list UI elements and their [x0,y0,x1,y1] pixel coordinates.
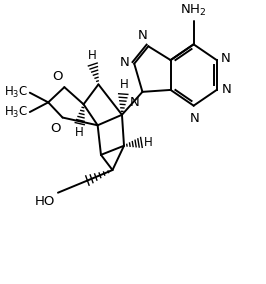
Text: O: O [50,122,61,135]
Text: H: H [144,136,153,149]
Text: H: H [88,49,96,62]
Text: N: N [221,83,231,97]
Text: N: N [119,56,129,69]
Text: N: N [137,30,147,42]
Text: N: N [221,52,230,65]
Text: H: H [75,126,84,139]
Text: H: H [120,78,128,91]
Text: NH$_2$: NH$_2$ [180,3,207,18]
Text: N: N [130,96,139,109]
Text: O: O [52,70,62,83]
Text: H$_3$C: H$_3$C [5,105,28,120]
Text: HO: HO [35,195,55,208]
Text: N: N [189,112,199,125]
Text: H$_3$C: H$_3$C [5,85,28,100]
